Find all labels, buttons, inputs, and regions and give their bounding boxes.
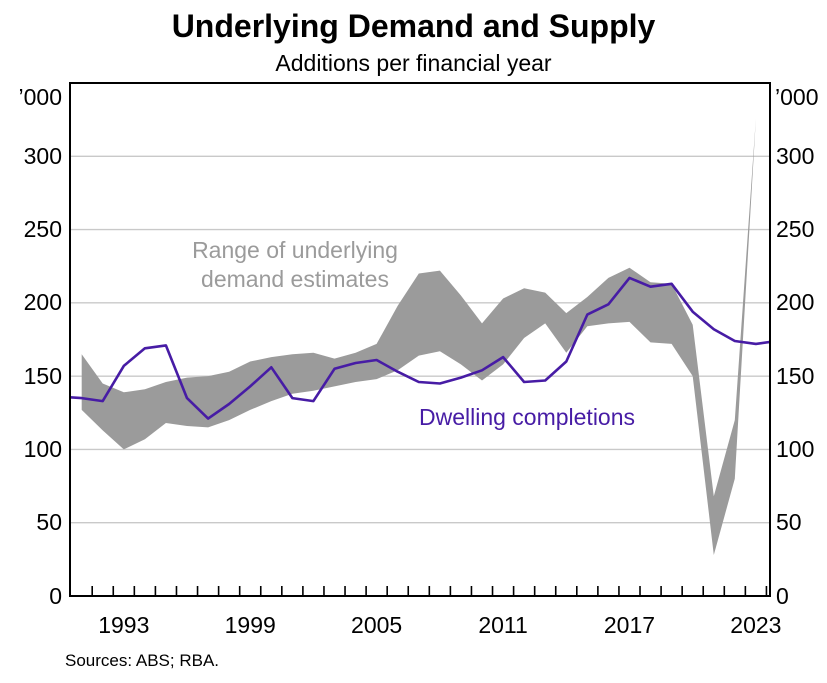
dwelling-completions-line — [70, 276, 770, 420]
y-tick-label-right-300: 300 — [776, 142, 815, 169]
y-tick-label-right-100: 100 — [776, 435, 815, 462]
x-tick-label-1999: 1999 — [224, 612, 276, 638]
y-tick-label-left-200: 200 — [23, 289, 62, 316]
x-tick-label-2023: 2023 — [730, 612, 782, 638]
y-axis-unit-right: ’000 — [775, 84, 819, 110]
y-axis-unit-left: ’000 — [18, 84, 62, 110]
demand-range-band — [81, 118, 756, 555]
band-annotation-line2: demand estimates — [201, 266, 389, 292]
band-annotation: Range of underlying demand estimates — [192, 236, 398, 294]
y-tick-label-left-100: 100 — [23, 435, 62, 462]
y-tick-label-left-50: 50 — [36, 509, 62, 536]
chart-subtitle: Additions per financial year — [275, 50, 552, 76]
y-tick-label-right-0: 0 — [776, 582, 789, 609]
y-tick-label-left-250: 250 — [23, 216, 62, 243]
band-annotation-line1: Range of underlying — [192, 237, 398, 263]
x-tick-label-1993: 1993 — [98, 612, 150, 638]
plot-frame — [69, 82, 771, 597]
y-tick-label-right-250: 250 — [776, 216, 815, 243]
y-tick-label-left-150: 150 — [23, 362, 62, 389]
source-note: Sources: ABS; RBA. — [65, 651, 220, 670]
y-tick-label-right-200: 200 — [776, 289, 815, 316]
y-tick-label-right-50: 50 — [776, 509, 802, 536]
line-annotation: Dwelling completions — [418, 404, 636, 430]
y-tick-label-right-150: 150 — [776, 362, 815, 389]
chart-title: Underlying Demand and Supply — [171, 8, 656, 44]
y-tick-label-left-0: 0 — [49, 582, 62, 609]
x-tick-label-2005: 2005 — [351, 612, 403, 638]
y-tick-label-left-300: 300 — [23, 142, 62, 169]
x-tick-label-2017: 2017 — [603, 612, 656, 638]
x-tick-label-2011: 2011 — [478, 612, 528, 638]
